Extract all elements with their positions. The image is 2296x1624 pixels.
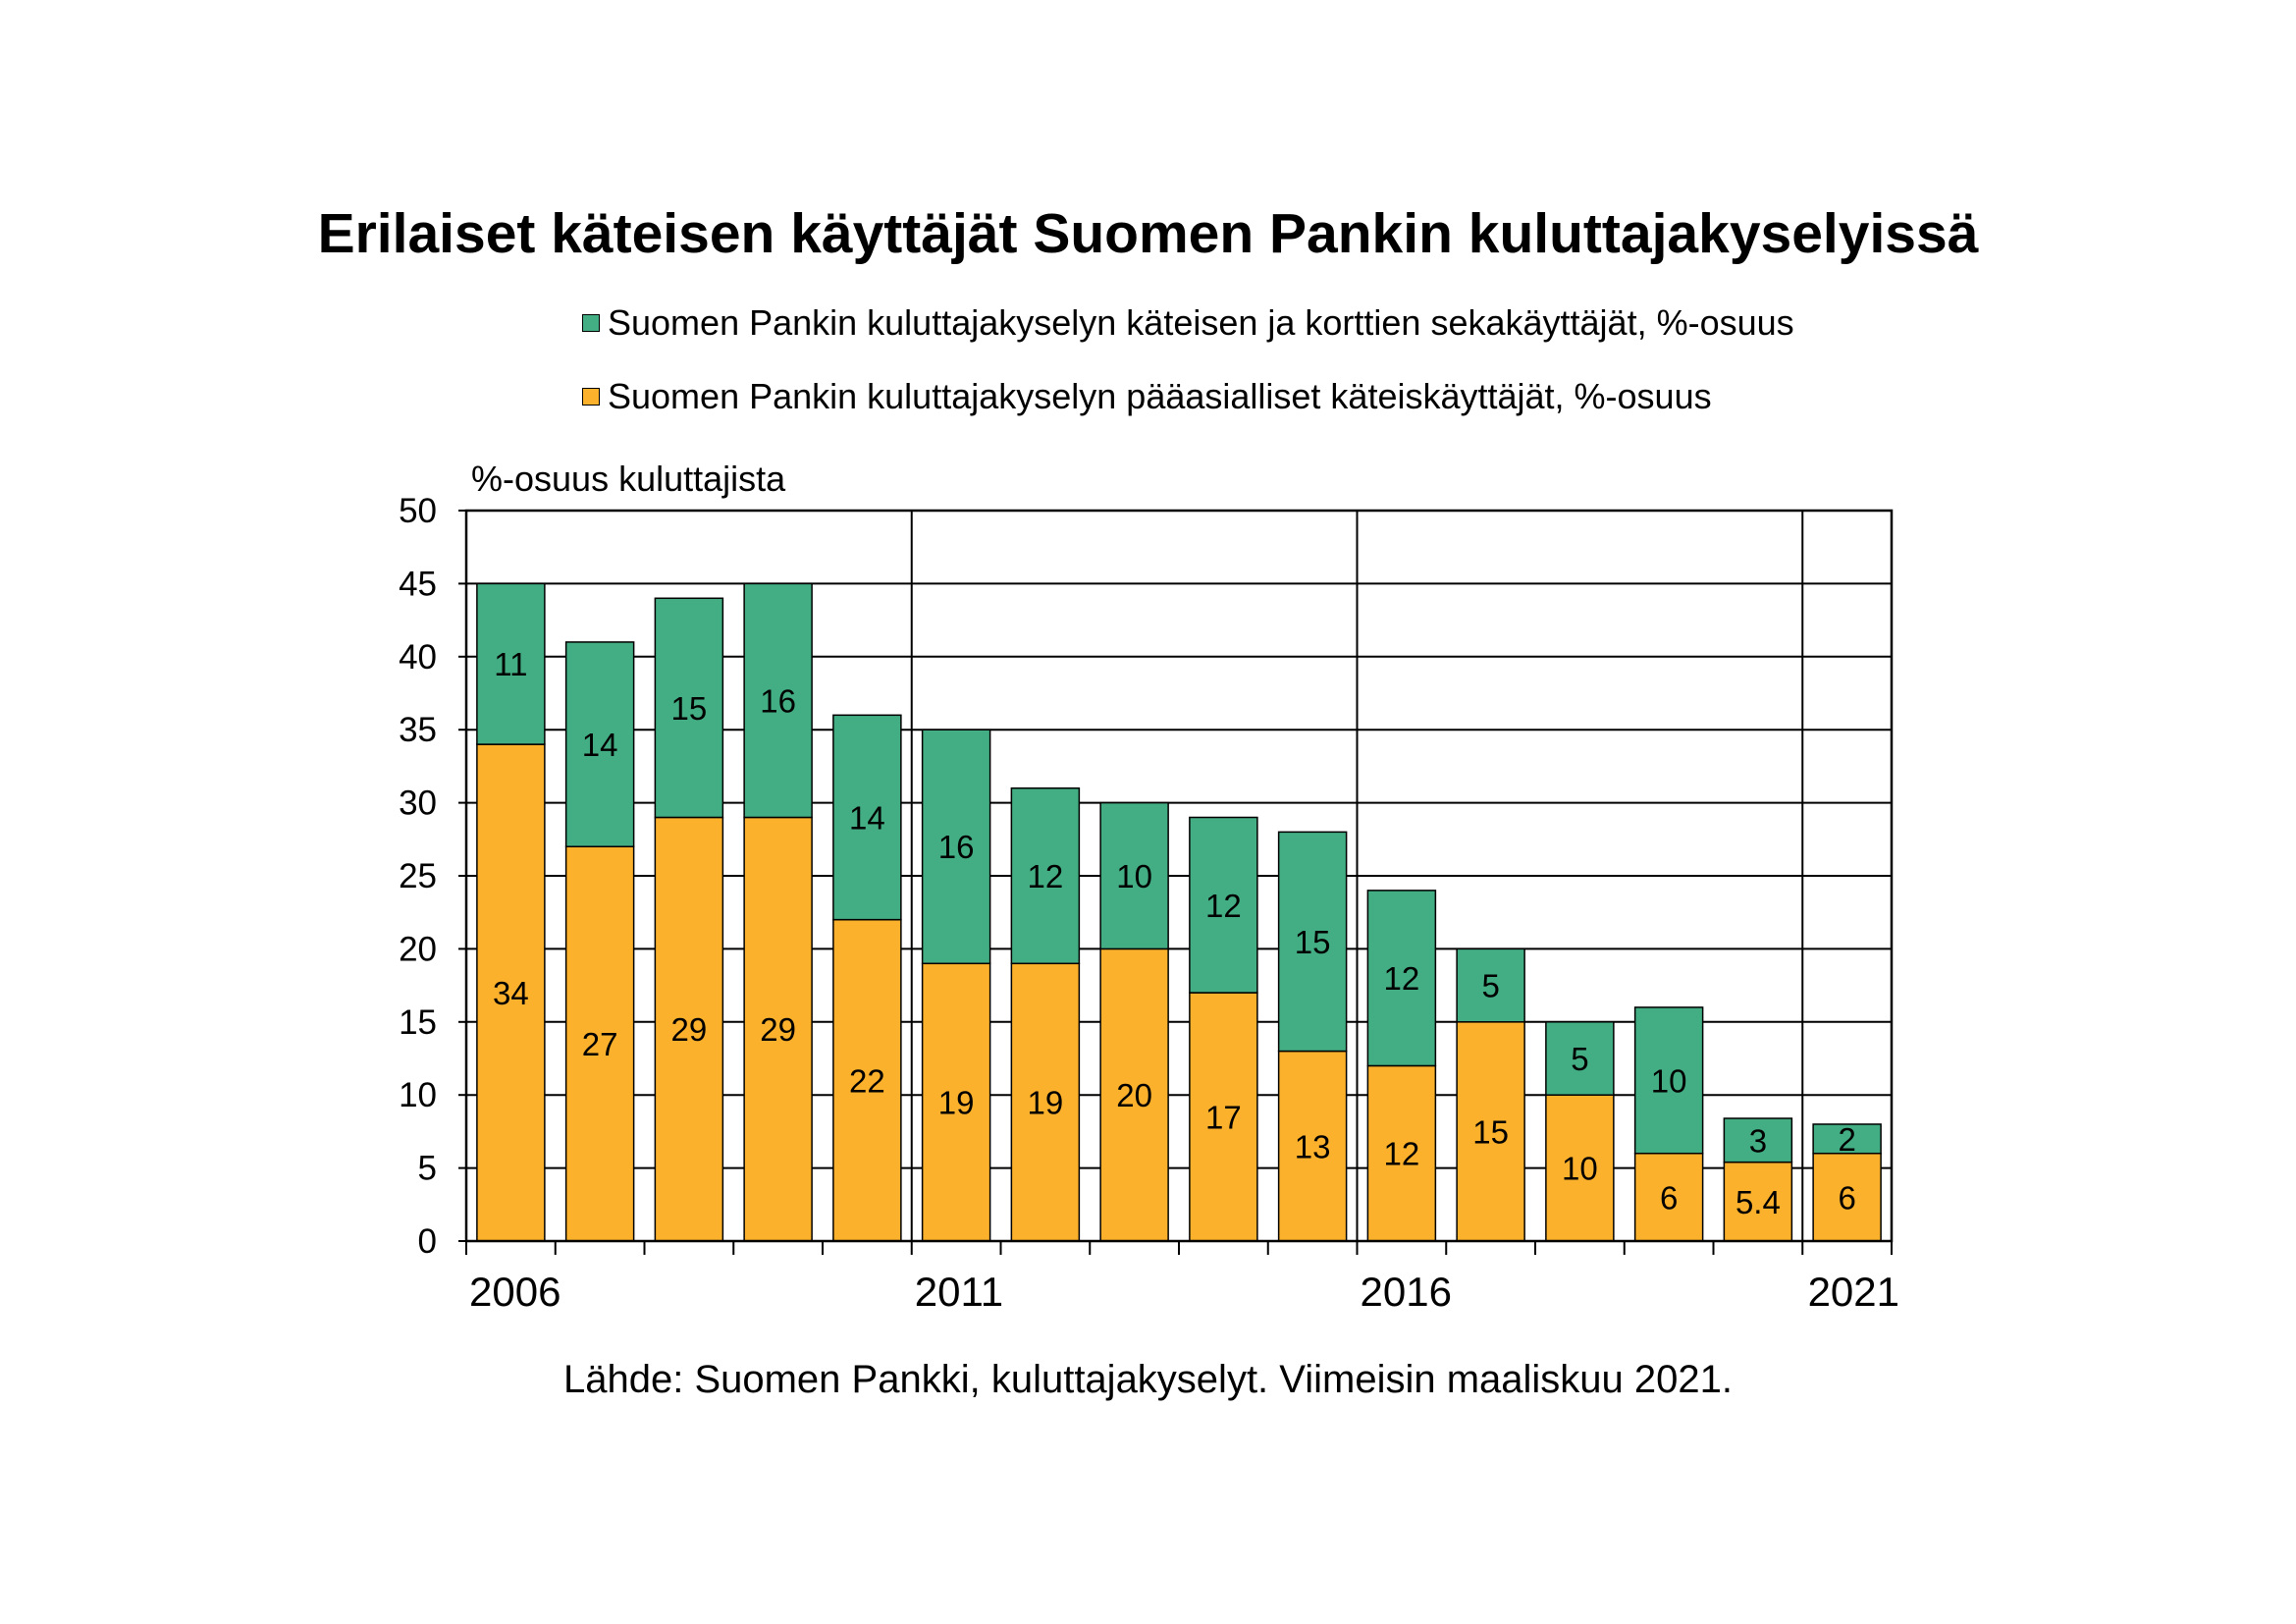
x-tick-label: 2006 [469,1269,561,1315]
data-label-mixed-users: 15 [671,690,708,727]
legend-entry-cash-users: Suomen Pankin kuluttajakyselyn pääasiall… [582,376,1712,417]
bar-mixed-users [1366,890,1437,1067]
bar-cash-users [1189,992,1258,1242]
bar-mixed-users [564,641,635,847]
bar-cash-users [1010,962,1081,1242]
bar-mixed-users [1277,831,1348,1053]
bar-mixed-users [1099,801,1169,950]
bar-mixed-users [1456,947,1525,1023]
bar-mixed-users [921,729,991,965]
y-tick-label: 15 [399,1003,437,1042]
data-label-mixed-users: 11 [494,646,527,682]
y-tick-label: 50 [399,492,437,530]
data-label-mixed-users: 3 [1749,1122,1767,1159]
data-label-mixed-users: 14 [849,799,885,836]
bar-cash-users [1633,1152,1704,1242]
y-tick-label: 40 [399,638,437,677]
bar-cash-users [832,918,902,1242]
data-label-cash-users: 29 [671,1011,708,1048]
bar-cash-users [1099,947,1169,1242]
y-tick-label: 10 [399,1076,437,1114]
bar-mixed-users [1189,816,1258,994]
legend-label-cash-users: Suomen Pankin kuluttajakyselyn pääasiall… [608,376,1712,416]
y-tick-label: 45 [399,565,437,603]
data-label-mixed-users: 12 [1028,858,1064,894]
y-tick-label: 35 [399,711,437,749]
bar-mixed-users [1545,1021,1615,1096]
data-label-cash-users: 20 [1116,1077,1152,1113]
data-label-cash-users: 10 [1562,1151,1598,1187]
data-label-mixed-users: 15 [1295,924,1331,960]
bar-mixed-users [832,714,902,921]
data-label-mixed-users: 5 [1571,1041,1588,1077]
data-label-mixed-users: 14 [582,727,618,763]
bar-mixed-users [1812,1123,1882,1155]
data-label-cash-users: 27 [582,1026,618,1062]
bar-mixed-users [1723,1117,1793,1164]
source-note: Lähde: Suomen Pankki, kuluttajakyselyt. … [562,1358,1733,1401]
y-tick-label: 5 [418,1150,437,1188]
data-label-mixed-users: 10 [1651,1062,1687,1099]
data-label-cash-users: 15 [1472,1113,1509,1150]
bar-cash-users [1545,1094,1615,1242]
legend-swatch-green [582,314,600,332]
data-label-mixed-users: 10 [1116,858,1152,894]
data-label-cash-users: 6 [1838,1179,1855,1216]
y-tick-label: 25 [399,857,437,895]
data-label-cash-users: 5.4 [1735,1184,1781,1220]
x-tick-label: 2021 [1808,1269,1899,1315]
data-label-cash-users: 19 [1028,1085,1064,1121]
y-tick-label: 0 [418,1222,437,1261]
bar-cash-users [1277,1050,1348,1242]
data-label-cash-users: 17 [1205,1100,1242,1136]
bar-cash-users [743,816,813,1242]
bar-mixed-users [1010,786,1081,965]
data-label-cash-users: 22 [849,1062,885,1099]
data-label-mixed-users: 16 [760,682,796,719]
data-label-cash-users: 19 [938,1085,975,1121]
data-label-mixed-users: 12 [1384,960,1420,997]
data-label-cash-users: 12 [1384,1136,1420,1172]
x-tick-label: 2016 [1361,1269,1452,1315]
legend-entry-mixed-users: Suomen Pankin kuluttajakyselyn käteisen … [582,302,1794,344]
bar-cash-users [1723,1161,1793,1242]
y-tick-label: 30 [399,785,437,823]
bar-cash-users [1812,1152,1882,1242]
chart-title: Erilaiset käteisen käyttäjät Suomen Pank… [317,202,1979,265]
bar-mixed-users [654,597,724,819]
bar-cash-users [654,816,724,1242]
bar-cash-users [564,845,635,1242]
bar-cash-users [1366,1064,1437,1242]
data-label-cash-users: 34 [493,975,529,1011]
y-tick-label: 20 [399,930,437,968]
data-label-mixed-users: 2 [1838,1121,1855,1158]
data-label-cash-users: 29 [760,1011,796,1048]
y-axis-label: %-osuus kuluttajista [471,459,786,499]
legend-label-mixed-users: Suomen Pankin kuluttajakyselyn käteisen … [608,302,1794,343]
data-label-cash-users: 13 [1295,1128,1331,1164]
bar-mixed-users [1633,1006,1704,1155]
bar-mixed-users [743,582,813,819]
data-label-mixed-users: 5 [1481,968,1499,1004]
data-label-cash-users: 6 [1660,1179,1678,1216]
bar-cash-users [476,743,546,1242]
x-tick-label: 2011 [915,1269,1003,1315]
legend-swatch-orange [582,388,600,406]
data-label-mixed-users: 16 [938,829,975,865]
bar-mixed-users [476,582,546,745]
bar-cash-users [921,962,991,1242]
data-label-mixed-users: 12 [1205,888,1242,924]
